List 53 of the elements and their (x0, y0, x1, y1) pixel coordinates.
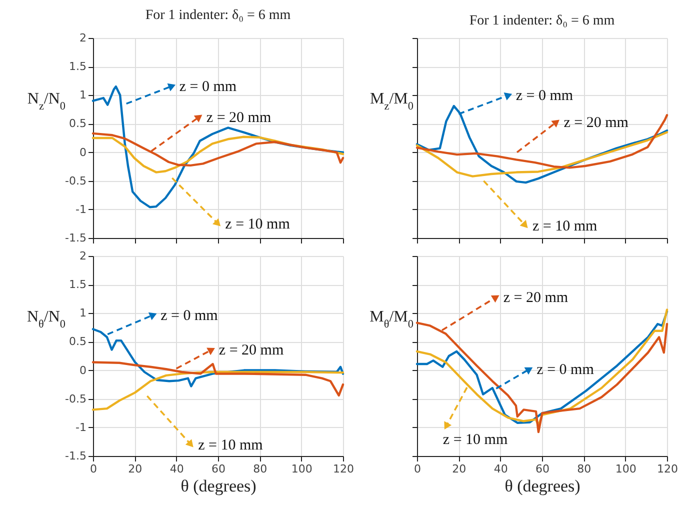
legend-label: z = 20 mm (206, 110, 272, 126)
y-tick-label: 0.5 (69, 335, 86, 348)
y-tick-label: 1.5 (69, 278, 86, 292)
y-tick-label: 0 (80, 364, 86, 377)
legend-label: z = 0 mm (536, 362, 594, 378)
y-axis-title: N$_{z}$/N$_{0}$ (27, 90, 66, 112)
legend-label: z = 20 mm (564, 115, 629, 131)
y-tick-label: -0.5 (65, 392, 86, 406)
series-label: z = 10 mm (442, 432, 508, 448)
x-tick-label: 40 (170, 462, 184, 476)
legend-label: z = 0 mm (516, 88, 574, 104)
line-series (92, 328, 344, 388)
y-axis-title: N$_{θ}$/N$_{0}$ (26, 308, 66, 330)
y-tick-label: 1 (80, 88, 86, 102)
x-tick-label: 60 (212, 462, 226, 476)
x-tick-label: 0 (90, 462, 97, 476)
x-axis-title: θ (degrees) (504, 476, 580, 496)
chart-title: For 1 indenter: δ₀ = 6 mm (469, 14, 615, 28)
x-tick-label: 100 (291, 462, 312, 476)
x-tick-label: 40 (494, 462, 508, 476)
y-tick-label: -0.5 (65, 174, 86, 188)
y-tick-label: -1.5 (65, 450, 86, 462)
line-series (92, 136, 344, 174)
legend-label: z = 10 mm (532, 218, 598, 234)
chart-title: For 1 indenter: δ₀ = 6 mm (145, 8, 291, 23)
y-axis-title: M$_{z}$/M$_{0}$ (370, 90, 414, 112)
x-tick-label: 0 (414, 462, 421, 476)
y-tick-label: 2 (80, 250, 86, 262)
x-tick-label: 100 (615, 462, 636, 476)
legend-label: z = 20 mm (218, 342, 284, 359)
y-tick-label: 2 (80, 32, 86, 44)
y-tick-label: 0.5 (69, 117, 86, 130)
x-tick-label: 20 (452, 462, 466, 476)
legend-label: z = 20 mm (503, 290, 568, 306)
x-axis-title: θ (degrees) (180, 476, 256, 496)
y-tick-label: 1.5 (69, 60, 86, 74)
legend-label: z = 0 mm (179, 79, 237, 95)
y-tick-label: -1 (76, 202, 86, 216)
x-tick-label: 80 (577, 462, 592, 476)
y-tick-label: 1 (80, 306, 86, 320)
x-tick-label: 120 (333, 462, 354, 476)
legend-label: z = 10 mm (198, 438, 264, 454)
line-series (92, 370, 344, 411)
x-tick-label: 20 (128, 462, 142, 476)
legend-label: z = 10 mm (225, 216, 290, 233)
y-tick-label: -1.5 (65, 232, 86, 244)
x-tick-label: 120 (657, 462, 678, 476)
legend-label: z = 0 mm (160, 308, 218, 324)
x-tick-label: 80 (253, 462, 268, 476)
y-axis-title: M$_{θ}$/M$_{0}$ (370, 308, 414, 330)
y-tick-label: 0 (80, 146, 86, 159)
y-tick-label: -1 (76, 420, 86, 434)
x-tick-label: 60 (536, 462, 550, 476)
